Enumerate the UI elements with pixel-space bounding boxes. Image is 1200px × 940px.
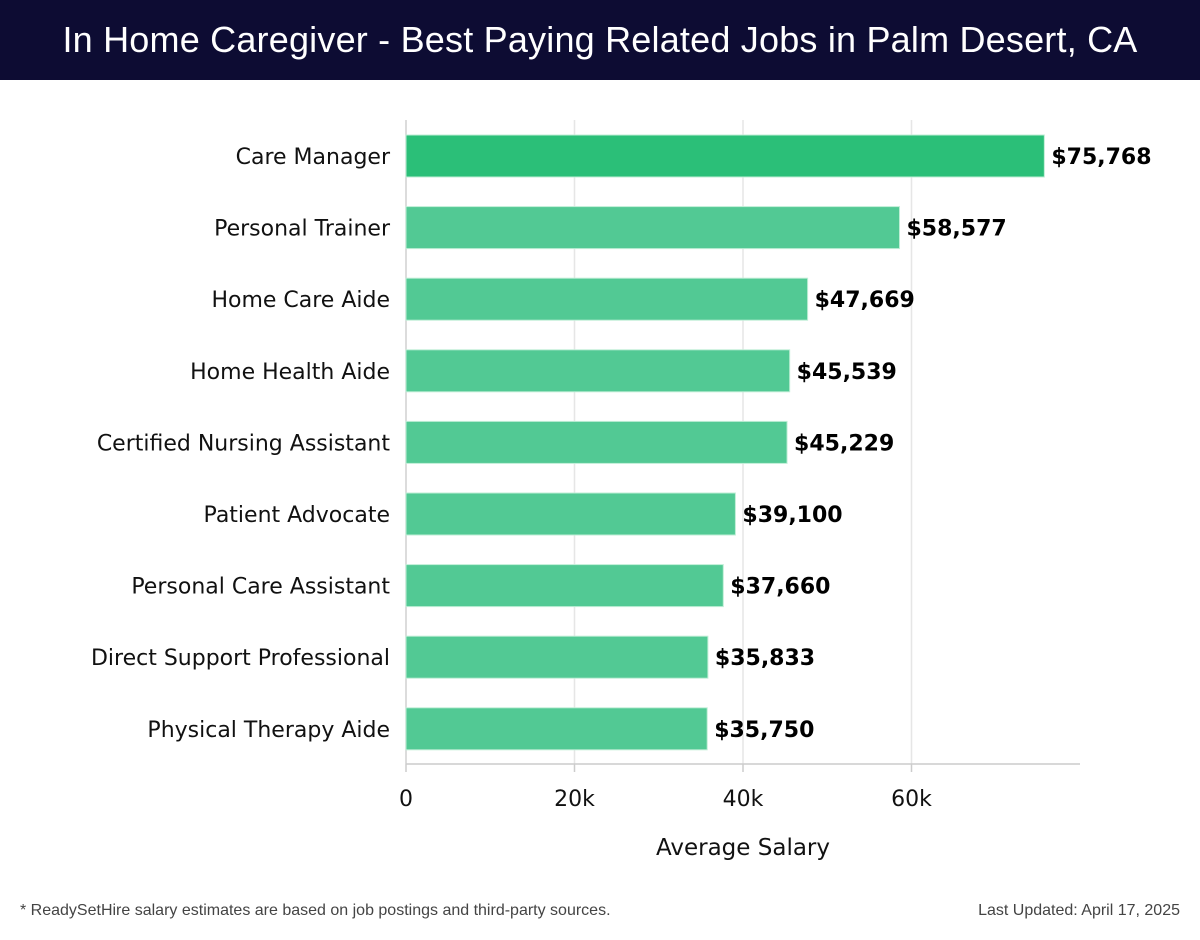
footnote: * ReadySetHire salary estimates are base…: [20, 902, 611, 919]
value-label: $35,750: [714, 718, 814, 743]
value-label: $45,229: [794, 431, 894, 456]
bar: [405, 206, 901, 250]
category-label: Patient Advocate: [204, 503, 390, 528]
x-tick-label: 60k: [891, 787, 932, 812]
x-tick-label: 0: [399, 787, 413, 812]
value-label: $39,100: [742, 503, 842, 528]
category-label: Direct Support Professional: [91, 646, 390, 671]
value-label: $35,833: [715, 646, 815, 671]
category-label: Home Health Aide: [190, 360, 390, 385]
category-label: Home Care Aide: [211, 288, 390, 313]
x-axis: 0 20k 40k 60k: [399, 763, 1080, 812]
value-label: $58,577: [907, 217, 1007, 242]
chart-title: In Home Caregiver - Best Paying Related …: [62, 19, 1138, 60]
bars: [405, 134, 1045, 751]
value-label: $37,660: [730, 575, 830, 600]
category-label: Care Manager: [236, 145, 391, 170]
bar: [405, 492, 736, 536]
bar: [405, 420, 788, 464]
x-axis-label: Average Salary: [656, 835, 830, 861]
x-tick-label: 40k: [723, 787, 764, 812]
value-labels: $75,768 $58,577 $47,669 $45,539 $45,229 $39,1…: [714, 145, 1151, 743]
category-label: Personal Care Assistant: [131, 575, 390, 600]
bar: [405, 277, 809, 321]
bar: [405, 134, 1045, 178]
x-tick-label: 20k: [554, 787, 595, 812]
category-label: Personal Trainer: [214, 217, 391, 242]
bar: [405, 635, 709, 679]
bar: [405, 349, 791, 393]
value-label: $47,669: [815, 288, 915, 313]
last-updated: Last Updated: April 17, 2025: [978, 902, 1180, 919]
category-label: Certified Nursing Assistant: [97, 431, 391, 456]
chart-header: In Home Caregiver - Best Paying Related …: [0, 0, 1200, 80]
bar-chart: Care Manager Personal Trainer Home Care Ai…: [91, 120, 1152, 861]
category-label: Physical Therapy Aide: [147, 718, 390, 743]
category-labels: Care Manager Personal Trainer Home Care Ai…: [91, 145, 391, 743]
bar: [405, 564, 724, 608]
value-label: $75,768: [1051, 145, 1151, 170]
value-label: $45,539: [797, 360, 897, 385]
bar: [405, 707, 708, 751]
